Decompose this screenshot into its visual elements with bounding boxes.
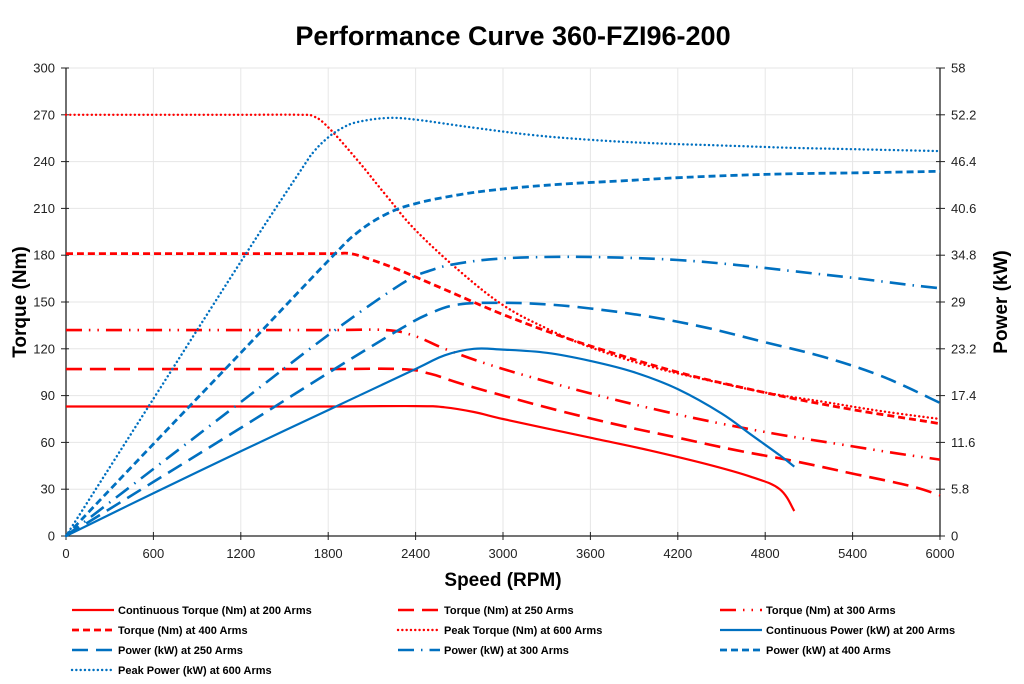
- y2-tick-label: 52.2: [951, 107, 976, 122]
- legend-label: Torque (Nm) at 300 Arms: [766, 605, 896, 617]
- legend-item: Power (kW) at 400 Arms: [720, 645, 891, 657]
- x-tick-label: 0: [62, 546, 69, 561]
- x-tick-label: 5400: [838, 546, 867, 561]
- y2-tick-label: 5.8: [951, 482, 969, 497]
- series-line-power-kw-at-300-arms: [65, 255, 941, 538]
- y-tick-label: 210: [33, 201, 55, 216]
- series-line-torque-nm-at-400-arms: [66, 251, 941, 426]
- y2-tick-label: 29: [951, 295, 965, 310]
- series-line-continuous-power-kw-at-200-arms: [65, 347, 795, 537]
- series-line-peak-torque-nm-at-600-arms: [64, 113, 942, 421]
- y2-tick-labels: 0 5.8 11.6 17.4 23.2 29 34.8 40.6 46.4 52.2 58: [951, 61, 976, 544]
- legend-item: Torque (Nm) at 300 Arms: [720, 605, 896, 617]
- legend-label: Continuous Torque (Nm) at 200 Arms: [118, 605, 312, 617]
- y2-tick-label: 23.2: [951, 341, 976, 356]
- legend-label: Power (kW) at 250 Arms: [118, 645, 243, 657]
- legend-label: Peak Power (kW) at 600 Arms: [118, 665, 272, 677]
- legend-item: Continuous Torque (Nm) at 200 Arms: [72, 605, 312, 617]
- y-tick-label: 0: [48, 529, 55, 544]
- x-tick-label: 4200: [663, 546, 692, 561]
- y-tick-label: 120: [33, 341, 55, 356]
- legend-label: Torque (Nm) at 250 Arms: [444, 605, 574, 617]
- y-tick-labels: 0 30 60 90 120 150 180 210 240 270 300: [33, 61, 55, 544]
- legend-item: Power (kW) at 300 Arms: [398, 645, 569, 657]
- y-tick-label: 300: [33, 61, 55, 76]
- series-line-power-kw-at-400-arms: [64, 169, 941, 537]
- y2-tick-label: 11.6: [951, 435, 975, 450]
- x-tick-label: 4800: [751, 546, 780, 561]
- y-tick-label: 270: [33, 107, 55, 122]
- series-line-torque-nm-at-250-arms: [65, 367, 941, 497]
- legend-label: Torque (Nm) at 400 Arms: [118, 625, 248, 637]
- gridlines: [66, 67, 940, 536]
- series-line-peak-power-kw-at-600-arms: [64, 116, 942, 538]
- legend-label: Power (kW) at 400 Arms: [766, 645, 891, 657]
- series-line-power-kw-at-250-arms: [65, 301, 941, 538]
- y-tick-label: 30: [41, 482, 55, 497]
- y2-tick-label: 17.4: [951, 388, 976, 403]
- legend-item: Peak Power (kW) at 600 Arms: [70, 665, 272, 677]
- x-axis-title: Speed (RPM): [444, 570, 561, 591]
- y-tick-label: 240: [33, 154, 55, 169]
- x-tick-label: 3600: [576, 546, 605, 561]
- chart-title: Performance Curve 360-FZI96-200: [295, 21, 730, 51]
- y-axis-title: Torque (Nm): [10, 246, 31, 358]
- y-tick-label: 60: [41, 435, 55, 450]
- legend-item: Continuous Power (kW) at 200 Arms: [720, 625, 955, 637]
- legend-label: Peak Torque (Nm) at 600 Arms: [444, 625, 602, 637]
- y-tick-label: 180: [33, 248, 55, 263]
- legend-item: Peak Torque (Nm) at 600 Arms: [396, 625, 602, 637]
- legend-item: Torque (Nm) at 400 Arms: [72, 625, 248, 637]
- y2-tick-label: 58: [951, 61, 965, 76]
- legend: Continuous Torque (Nm) at 200 Arms Torque…: [70, 605, 955, 677]
- x-tick-label: 1800: [314, 546, 343, 561]
- y2-tick-label: 40.6: [951, 201, 976, 216]
- x-tick-label: 2400: [401, 546, 430, 561]
- x-tick-label: 3000: [489, 546, 518, 561]
- y2-tick-label: 46.4: [951, 154, 976, 169]
- x-tick-labels: 0 600 1200 1800 2400 3000 3600 4200 4800 5400 6000: [62, 546, 954, 561]
- x-tick-label: 600: [143, 546, 165, 561]
- y2-tick-label: 0: [951, 529, 958, 544]
- series-line-torque-nm-at-300-arms: [66, 328, 941, 461]
- y-tick-label: 150: [33, 295, 55, 310]
- legend-item: Power (kW) at 250 Arms: [72, 645, 243, 657]
- y2-axis-title: Power (kW): [991, 250, 1012, 353]
- axes: [61, 67, 945, 540]
- legend-item: Torque (Nm) at 250 Arms: [398, 605, 574, 617]
- x-tick-label: 6000: [926, 546, 955, 561]
- y-tick-label: 90: [41, 388, 55, 403]
- series-line-continuous-torque-nm-at-200-arms: [66, 404, 796, 512]
- legend-label: Continuous Power (kW) at 200 Arms: [766, 625, 955, 637]
- y2-tick-label: 34.8: [951, 248, 976, 263]
- legend-label: Power (kW) at 300 Arms: [444, 645, 569, 657]
- x-tick-label: 1200: [226, 546, 255, 561]
- series-lines: [64, 113, 942, 538]
